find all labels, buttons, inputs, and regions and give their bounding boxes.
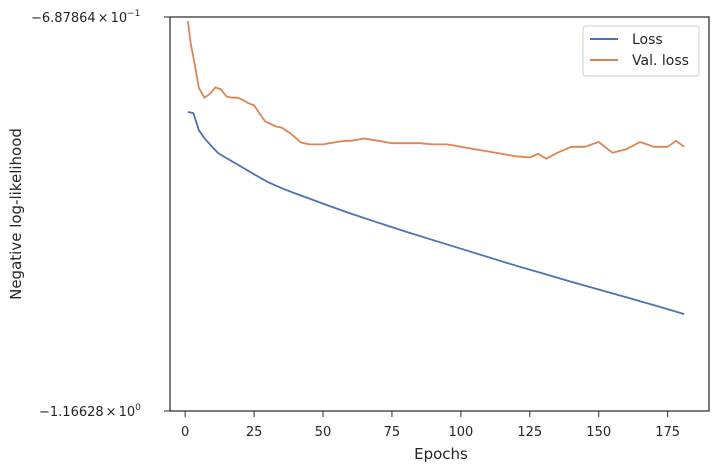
y-tick-label-top: −6.87864 × 10−1 bbox=[31, 9, 140, 26]
legend: Loss Val. loss bbox=[582, 25, 700, 77]
y-axis-label: Negative log-likelihood bbox=[7, 128, 25, 300]
y-tick-top-base: 10 bbox=[111, 11, 128, 26]
y-tick-bottom-times: × bbox=[106, 405, 117, 420]
x-tick-label: 175 bbox=[655, 425, 680, 440]
y-tick-label-bottom: −1.16628 × 100 bbox=[39, 403, 141, 420]
x-tick-label: 0 bbox=[181, 425, 189, 440]
x-tick-label: 25 bbox=[246, 425, 263, 440]
y-tick-top-mantissa: −6.87864 bbox=[31, 11, 96, 26]
plot-area-frame bbox=[169, 16, 710, 412]
y-tick-top-times: × bbox=[98, 11, 109, 26]
legend-label-loss: Loss bbox=[632, 32, 663, 48]
series-line-loss bbox=[187, 111, 685, 315]
y-tick-bottom-base: 10 bbox=[119, 405, 136, 420]
y-tick-bottom-exponent: 0 bbox=[135, 403, 141, 413]
x-axis-label: Epochs bbox=[414, 445, 468, 463]
x-tick-label: 75 bbox=[384, 425, 401, 440]
x-tick-label: 50 bbox=[315, 425, 332, 440]
y-tick-top-exponent: −1 bbox=[127, 9, 140, 19]
x-tick-label: 100 bbox=[448, 425, 473, 440]
x-tick-label: 150 bbox=[586, 425, 611, 440]
series-layer bbox=[187, 21, 685, 315]
legend-label-val-loss: Val. loss bbox=[632, 53, 689, 69]
series-line-val-loss bbox=[187, 21, 685, 160]
x-tick-label: 125 bbox=[517, 425, 542, 440]
x-axis-ticks: 0 25 50 75 100 125 150 175 bbox=[181, 411, 680, 440]
y-tick-bottom-mantissa: −1.16628 bbox=[39, 405, 104, 420]
